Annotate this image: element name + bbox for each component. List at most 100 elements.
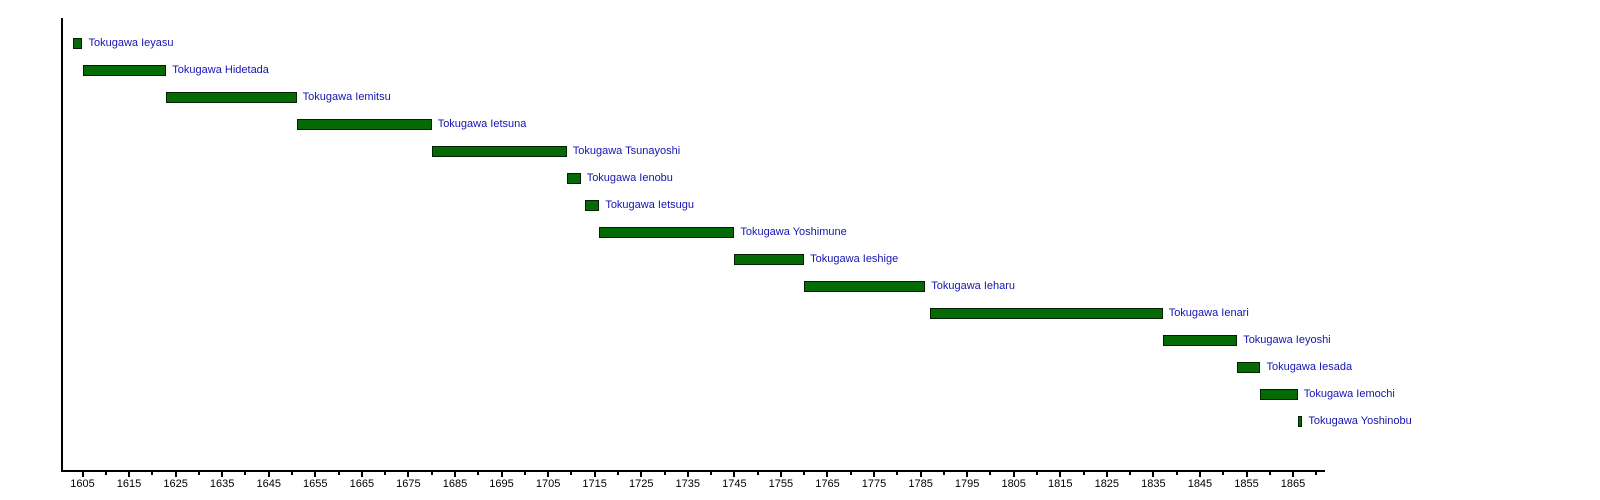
x-tick-minor bbox=[337, 472, 340, 475]
x-tick-major bbox=[267, 472, 270, 477]
timeline-bar bbox=[1260, 388, 1298, 400]
timeline-bar-label: Tokugawa Ietsuna bbox=[437, 118, 527, 130]
timeline-bar-label: Tokugawa Yoshimune bbox=[740, 226, 847, 238]
x-tick-major bbox=[314, 472, 317, 477]
x-tick-major bbox=[593, 472, 596, 477]
x-tick-major bbox=[733, 472, 736, 477]
timeline-bar bbox=[734, 253, 805, 265]
x-tick-minor bbox=[1222, 472, 1225, 475]
timeline-bar bbox=[73, 37, 83, 49]
x-tick-major bbox=[453, 472, 456, 477]
x-tick-minor bbox=[803, 472, 806, 475]
x-tick-major bbox=[360, 472, 363, 477]
timeline-bar-label: Tokugawa Ieyoshi bbox=[1243, 334, 1331, 346]
timeline-bar bbox=[166, 91, 297, 103]
x-tick-major bbox=[826, 472, 829, 477]
timeline-bar-label: Tokugawa Iemochi bbox=[1303, 388, 1395, 400]
x-tick-minor bbox=[384, 472, 387, 475]
x-tick-minor bbox=[477, 472, 480, 475]
timeline-bar-label: Tokugawa Ieyasu bbox=[88, 37, 174, 49]
x-tick-minor bbox=[197, 472, 200, 475]
x-tick-major bbox=[1059, 472, 1062, 477]
x-tick-minor bbox=[1129, 472, 1132, 475]
x-tick-major bbox=[174, 472, 177, 477]
x-tick-minor bbox=[1268, 472, 1271, 475]
x-tick-minor bbox=[756, 472, 759, 475]
x-tick-label: 1815 bbox=[1048, 478, 1073, 490]
x-tick-minor bbox=[1082, 472, 1085, 475]
x-tick-minor bbox=[616, 472, 619, 475]
x-tick-minor bbox=[523, 472, 526, 475]
x-tick-label: 1775 bbox=[861, 478, 887, 490]
x-tick-minor bbox=[1035, 472, 1038, 475]
x-tick-major bbox=[966, 472, 969, 477]
x-tick-minor bbox=[989, 472, 992, 475]
x-tick-minor bbox=[291, 472, 294, 475]
timeline-bar-label: Tokugawa Hidetada bbox=[172, 64, 269, 76]
y-axis-line bbox=[61, 18, 63, 472]
x-tick-label: 1855 bbox=[1234, 478, 1259, 490]
x-tick-label: 1755 bbox=[768, 478, 794, 490]
x-tick-minor bbox=[710, 472, 713, 475]
x-tick-major bbox=[547, 472, 550, 477]
timeline-bar-label: Tokugawa Ieharu bbox=[931, 280, 1016, 292]
x-tick-major bbox=[500, 472, 503, 477]
timeline-bar-label: Tokugawa Iemitsu bbox=[302, 91, 391, 103]
x-tick-major bbox=[221, 472, 224, 477]
x-tick-major bbox=[686, 472, 689, 477]
x-tick-major bbox=[1245, 472, 1248, 477]
x-tick-major bbox=[407, 472, 410, 477]
x-tick-label: 1675 bbox=[396, 478, 421, 490]
x-tick-label: 1735 bbox=[675, 478, 701, 490]
timeline-bar bbox=[804, 280, 926, 292]
timeline-bar bbox=[296, 118, 432, 130]
x-tick-label: 1615 bbox=[116, 478, 142, 490]
x-tick-minor bbox=[430, 472, 433, 475]
x-tick-label: 1705 bbox=[535, 478, 561, 490]
timeline-bar bbox=[431, 145, 567, 157]
x-tick-label: 1645 bbox=[256, 478, 281, 490]
timeline-bar bbox=[599, 226, 735, 238]
x-tick-label: 1635 bbox=[209, 478, 235, 490]
x-tick-major bbox=[919, 472, 922, 477]
x-tick-minor bbox=[1175, 472, 1178, 475]
x-tick-label: 1765 bbox=[815, 478, 840, 490]
x-axis-line bbox=[61, 470, 1325, 472]
x-tick-label: 1725 bbox=[628, 478, 654, 490]
x-tick-label: 1805 bbox=[1001, 478, 1026, 490]
timeline-bar bbox=[585, 199, 600, 211]
x-tick-label: 1665 bbox=[349, 478, 375, 490]
timeline-bar bbox=[566, 172, 581, 184]
x-tick-major bbox=[873, 472, 876, 477]
timeline-bar bbox=[929, 307, 1163, 319]
timeline-bar bbox=[1237, 361, 1261, 373]
x-tick-minor bbox=[1315, 472, 1318, 475]
timeline-bar-label: Tokugawa Ieshige bbox=[810, 253, 899, 265]
x-tick-minor bbox=[896, 472, 899, 475]
x-tick-label: 1785 bbox=[908, 478, 933, 490]
timeline-bar-label: Tokugawa Ienobu bbox=[586, 172, 673, 184]
timeline-bar-label: Tokugawa Ietsugu bbox=[605, 199, 694, 211]
x-tick-major bbox=[1105, 472, 1108, 477]
x-tick-label: 1745 bbox=[722, 478, 747, 490]
x-tick-minor bbox=[942, 472, 945, 475]
x-tick-minor bbox=[570, 472, 573, 475]
timeline-bar bbox=[1297, 415, 1303, 427]
x-tick-major bbox=[81, 472, 84, 477]
x-tick-major bbox=[128, 472, 131, 477]
x-tick-label: 1795 bbox=[954, 478, 980, 490]
x-tick-major bbox=[1152, 472, 1155, 477]
x-tick-label: 1655 bbox=[303, 478, 328, 490]
x-tick-major bbox=[1012, 472, 1015, 477]
x-tick-label: 1715 bbox=[582, 478, 607, 490]
x-tick-label: 1845 bbox=[1187, 478, 1213, 490]
x-tick-major bbox=[1292, 472, 1295, 477]
x-tick-label: 1605 bbox=[70, 478, 95, 490]
timeline-bar-label: Tokugawa Ienari bbox=[1168, 307, 1249, 319]
x-tick-label: 1685 bbox=[442, 478, 468, 490]
timeline-bar-label: Tokugawa Iesada bbox=[1266, 361, 1353, 373]
timeline-bar bbox=[82, 64, 167, 76]
x-tick-label: 1625 bbox=[163, 478, 188, 490]
x-tick-label: 1695 bbox=[489, 478, 514, 490]
